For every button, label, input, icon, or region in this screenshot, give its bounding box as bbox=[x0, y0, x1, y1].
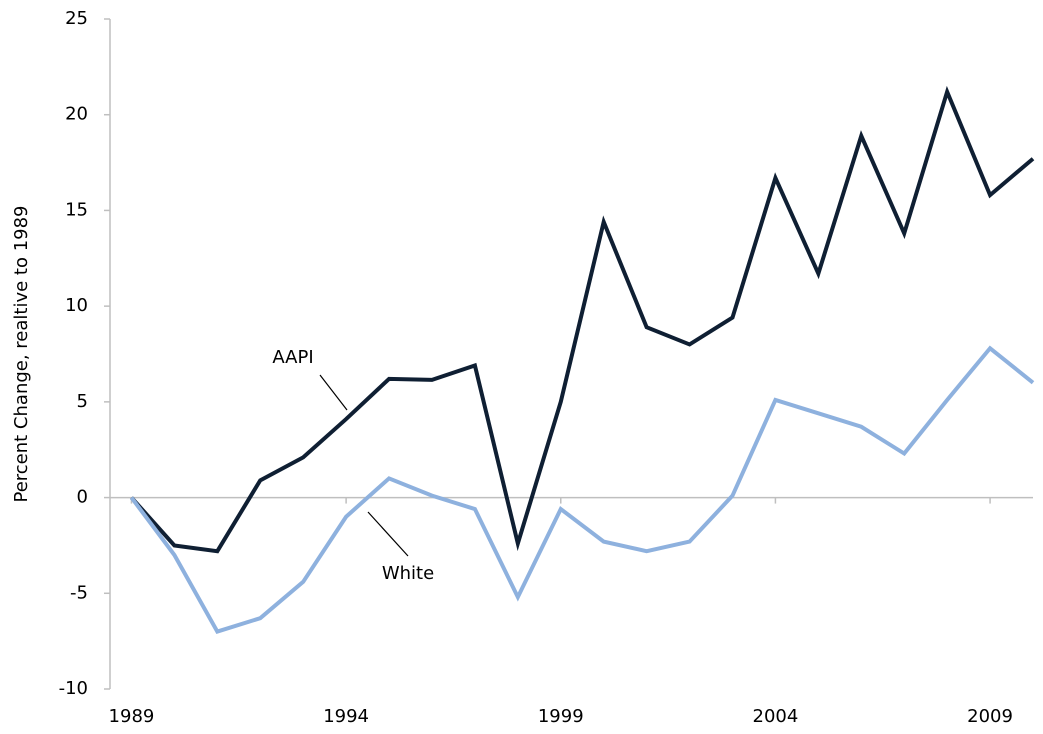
y-tick-label: 25 bbox=[65, 8, 88, 29]
leader-line bbox=[319, 374, 348, 411]
x-tick-label: 2009 bbox=[967, 706, 1013, 727]
x-tick-label: 1999 bbox=[538, 706, 584, 727]
y-tick-label: 0 bbox=[77, 487, 88, 508]
series-label: White bbox=[382, 563, 434, 584]
series-label: AAPI bbox=[272, 347, 313, 368]
y-tick-label: 10 bbox=[65, 295, 88, 316]
x-tick-label: 1989 bbox=[109, 706, 155, 727]
x-tick-label: 2004 bbox=[753, 706, 799, 727]
x-tick-label: 1994 bbox=[323, 706, 369, 727]
line-series bbox=[129, 85, 1035, 554]
y-axis-label: Percent Change, realtive to 1989 bbox=[11, 205, 32, 502]
y-tick-label: 5 bbox=[77, 391, 88, 412]
leader-line bbox=[367, 511, 409, 557]
y-tick-label: 20 bbox=[65, 104, 88, 125]
y-tick-label: -5 bbox=[70, 582, 88, 603]
y-tick-label: 15 bbox=[65, 199, 88, 220]
y-tick-label: -10 bbox=[59, 678, 88, 699]
line-series bbox=[129, 345, 1035, 634]
